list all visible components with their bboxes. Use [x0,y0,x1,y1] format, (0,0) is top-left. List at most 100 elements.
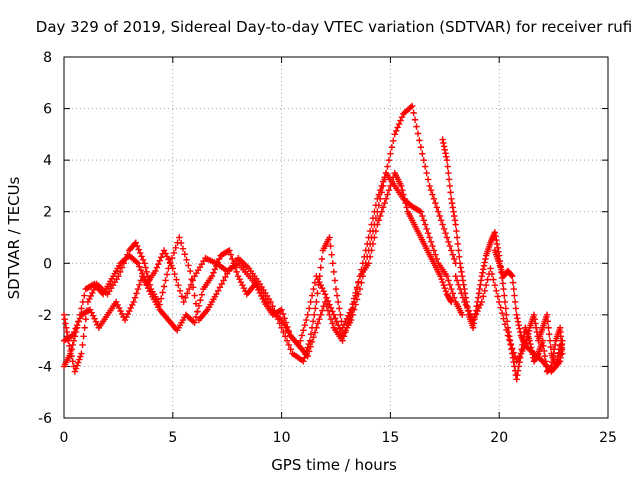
data-point [501,292,508,299]
data-point [513,376,520,383]
data-point [162,277,169,284]
series-track-5 [452,265,566,375]
data-point [477,281,484,288]
data-point [516,325,523,332]
data-point [70,328,78,336]
data-point [484,276,491,283]
data-point [328,251,335,258]
data-point [355,291,362,298]
data-point [481,259,488,266]
data-point [285,341,293,349]
data-point [281,315,288,322]
data-point [348,311,355,319]
data-point [438,275,445,283]
data-point [553,359,560,367]
data-point [506,337,514,344]
data-point [470,320,478,327]
x-axis-label: GPS time / hours [271,456,397,474]
data-point [439,221,446,228]
data-point [313,324,320,331]
data-point [133,290,140,297]
data-point [308,338,316,346]
data-point [179,245,187,252]
data-point [68,346,75,353]
data-point [159,289,166,296]
data-point [447,189,454,196]
data-point [81,292,88,299]
data-point [130,298,137,306]
data-point [459,311,466,319]
data-point [459,272,466,280]
data-point [323,294,330,301]
data-point [177,239,185,247]
data-point [343,324,351,331]
data-point [220,277,227,284]
data-point [445,176,453,183]
data-point [424,176,432,183]
data-point [496,298,503,306]
data-point [153,264,161,271]
data-point [411,116,419,123]
data-point [175,282,182,289]
data-point [514,371,521,379]
data-point [509,272,516,280]
data-point [72,365,80,372]
data-point [458,268,465,276]
data-point [440,282,447,289]
data-point [378,182,385,190]
data-point [233,268,240,276]
data-point [456,253,463,261]
data-point [327,242,334,250]
data-point [230,260,237,267]
data-point [187,281,195,288]
data-point [394,124,401,131]
data-point [60,311,68,319]
data-point [450,208,457,215]
data-point [323,303,330,310]
data-point [540,342,547,349]
data-point [522,339,530,346]
data-point [169,265,176,272]
y-tick-label: 6 [43,102,52,118]
data-point [455,247,462,254]
data-point [72,325,79,332]
data-point [310,334,317,341]
data-point [500,315,507,322]
data-point [477,277,485,284]
data-point [491,282,499,289]
data-point [365,234,372,241]
data-point [385,187,393,194]
x-tick-label: 25 [599,430,617,446]
data-point [503,326,510,334]
y-tick-label: -2 [38,308,52,324]
x-tick-label: 10 [273,430,291,446]
data-point [311,311,318,319]
data-point [188,275,195,283]
data-point [141,260,148,267]
data-point [371,208,378,215]
data-point [543,311,551,319]
data-point [329,308,336,315]
data-point [554,356,561,363]
data-point [316,315,323,323]
data-point [324,307,332,314]
data-point [229,255,236,263]
data-point [446,281,454,288]
data-point [307,343,314,350]
data-point [532,324,540,331]
data-point [413,123,420,130]
data-point [300,327,307,334]
data-point [446,242,454,250]
data-point [448,195,455,203]
data-point [449,251,456,258]
data-point [70,337,77,344]
data-point [478,298,485,306]
data-point [187,267,194,275]
data-point [170,249,178,257]
data-point [331,277,339,284]
data-point [180,298,187,306]
data-point [480,293,487,300]
data-point [172,244,179,252]
data-point [210,269,217,276]
